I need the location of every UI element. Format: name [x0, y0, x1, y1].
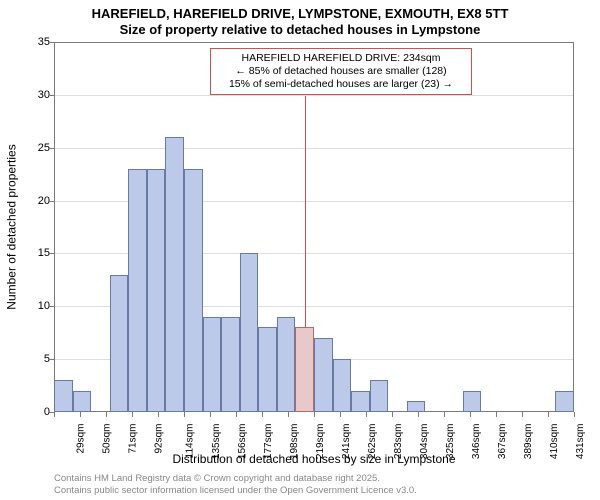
- x-tick-label: 71sqm: [128, 424, 139, 454]
- x-tick-mark: [288, 412, 289, 417]
- grid-line: [55, 148, 573, 149]
- bar: [555, 391, 574, 412]
- footer-attribution: Contains HM Land Registry data © Crown c…: [54, 473, 417, 496]
- bar: [240, 253, 259, 412]
- x-tick-mark: [366, 412, 367, 417]
- bar: [110, 275, 129, 412]
- bar: [314, 338, 333, 412]
- y-tick-mark: [49, 253, 54, 254]
- annotation-line3: 15% of semi-detached houses are larger (…: [217, 78, 465, 91]
- bar: [407, 401, 426, 412]
- x-tick-mark: [340, 412, 341, 417]
- x-tick-mark: [80, 412, 81, 417]
- bar: [463, 391, 482, 412]
- bar: [351, 391, 370, 412]
- x-tick-mark: [236, 412, 237, 417]
- bar: [333, 359, 352, 412]
- bar: [184, 169, 203, 412]
- bar: [147, 169, 166, 412]
- x-tick-label: 50sqm: [102, 424, 113, 454]
- y-tick-mark: [49, 148, 54, 149]
- x-tick-mark: [158, 412, 159, 417]
- x-tick-mark: [392, 412, 393, 417]
- bar: [73, 391, 92, 412]
- x-axis-label: Distribution of detached houses by size …: [54, 452, 574, 466]
- y-tick-mark: [49, 42, 54, 43]
- x-tick-label: 431sqm: [575, 424, 586, 460]
- y-tick-mark: [49, 95, 54, 96]
- y-tick-mark: [49, 306, 54, 307]
- x-tick-mark: [262, 412, 263, 417]
- x-tick-mark: [210, 412, 211, 417]
- x-tick-mark: [444, 412, 445, 417]
- chart-container: HAREFIELD, HAREFIELD DRIVE, LYMPSTONE, E…: [0, 0, 600, 500]
- bar: [221, 317, 240, 412]
- x-tick-mark: [184, 412, 185, 417]
- chart-title-sub: Size of property relative to detached ho…: [0, 22, 600, 37]
- bar: [277, 317, 296, 412]
- y-tick-mark: [49, 201, 54, 202]
- bar: [165, 137, 184, 412]
- x-tick-mark: [106, 412, 107, 417]
- x-tick-mark: [496, 412, 497, 417]
- bar: [128, 169, 147, 412]
- x-tick-mark: [54, 412, 55, 417]
- bar: [54, 380, 73, 412]
- x-tick-mark: [418, 412, 419, 417]
- annotation-line2: ← 85% of detached houses are smaller (12…: [217, 65, 465, 78]
- annotation-line1: HAREFIELD HAREFIELD DRIVE: 234sqm: [217, 52, 465, 65]
- y-tick-mark: [49, 359, 54, 360]
- x-tick-mark: [548, 412, 549, 417]
- marker-line: [305, 96, 306, 327]
- x-tick-mark: [470, 412, 471, 417]
- annotation-box: HAREFIELD HAREFIELD DRIVE: 234sqm ← 85% …: [210, 48, 472, 95]
- x-tick-mark: [314, 412, 315, 417]
- x-tick-label: 92sqm: [154, 424, 165, 454]
- bar-highlight: [295, 327, 314, 412]
- x-tick-mark: [132, 412, 133, 417]
- bar: [370, 380, 389, 412]
- x-tick-label: 29sqm: [76, 424, 87, 454]
- footer-line2: Contains public sector information licen…: [54, 485, 417, 496]
- footer-line1: Contains HM Land Registry data © Crown c…: [54, 473, 417, 484]
- y-axis-label: Number of detached properties: [4, 42, 20, 412]
- x-tick-mark: [574, 412, 575, 417]
- bar: [203, 317, 222, 412]
- chart-title-main: HAREFIELD, HAREFIELD DRIVE, LYMPSTONE, E…: [0, 6, 600, 21]
- x-tick-mark: [522, 412, 523, 417]
- bar: [258, 327, 277, 412]
